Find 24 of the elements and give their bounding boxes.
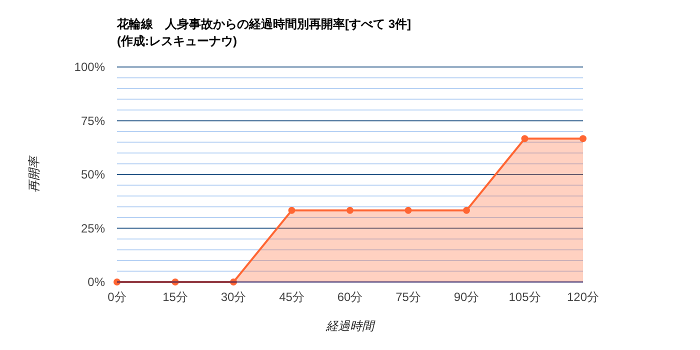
x-axis-title: 経過時間 [325, 319, 376, 333]
x-tick-label: 105分 [508, 290, 541, 304]
point [346, 206, 354, 214]
point [463, 206, 470, 214]
x-tick-label: 0分 [108, 290, 126, 304]
x-tick-label: 60分 [337, 290, 363, 304]
point [404, 206, 412, 214]
point [114, 278, 120, 286]
y-axis-title: 再開率 [27, 154, 41, 192]
y-tick-label: 0% [88, 275, 106, 289]
y-tick-label: 50% [80, 168, 106, 182]
x-tick-label: 15分 [162, 290, 188, 304]
y-tick-label: 25% [80, 221, 106, 236]
x-tick-label: 30分 [220, 290, 246, 304]
x-tick-label: 90分 [454, 290, 480, 304]
x-tick-label: 75分 [396, 290, 421, 304]
x-tick-label: 120分 [566, 290, 600, 304]
point [521, 135, 528, 142]
point [288, 206, 296, 214]
x-tick-label: 45分 [279, 290, 304, 304]
y-tick-label: 100% [74, 60, 106, 74]
chart-title: 花輪線 人身事故からの経過時間別再開率[すべて 3件] (作成:レスキューナウ) [116, 17, 412, 48]
y-tick-label: 75% [80, 114, 106, 128]
point [580, 135, 586, 142]
